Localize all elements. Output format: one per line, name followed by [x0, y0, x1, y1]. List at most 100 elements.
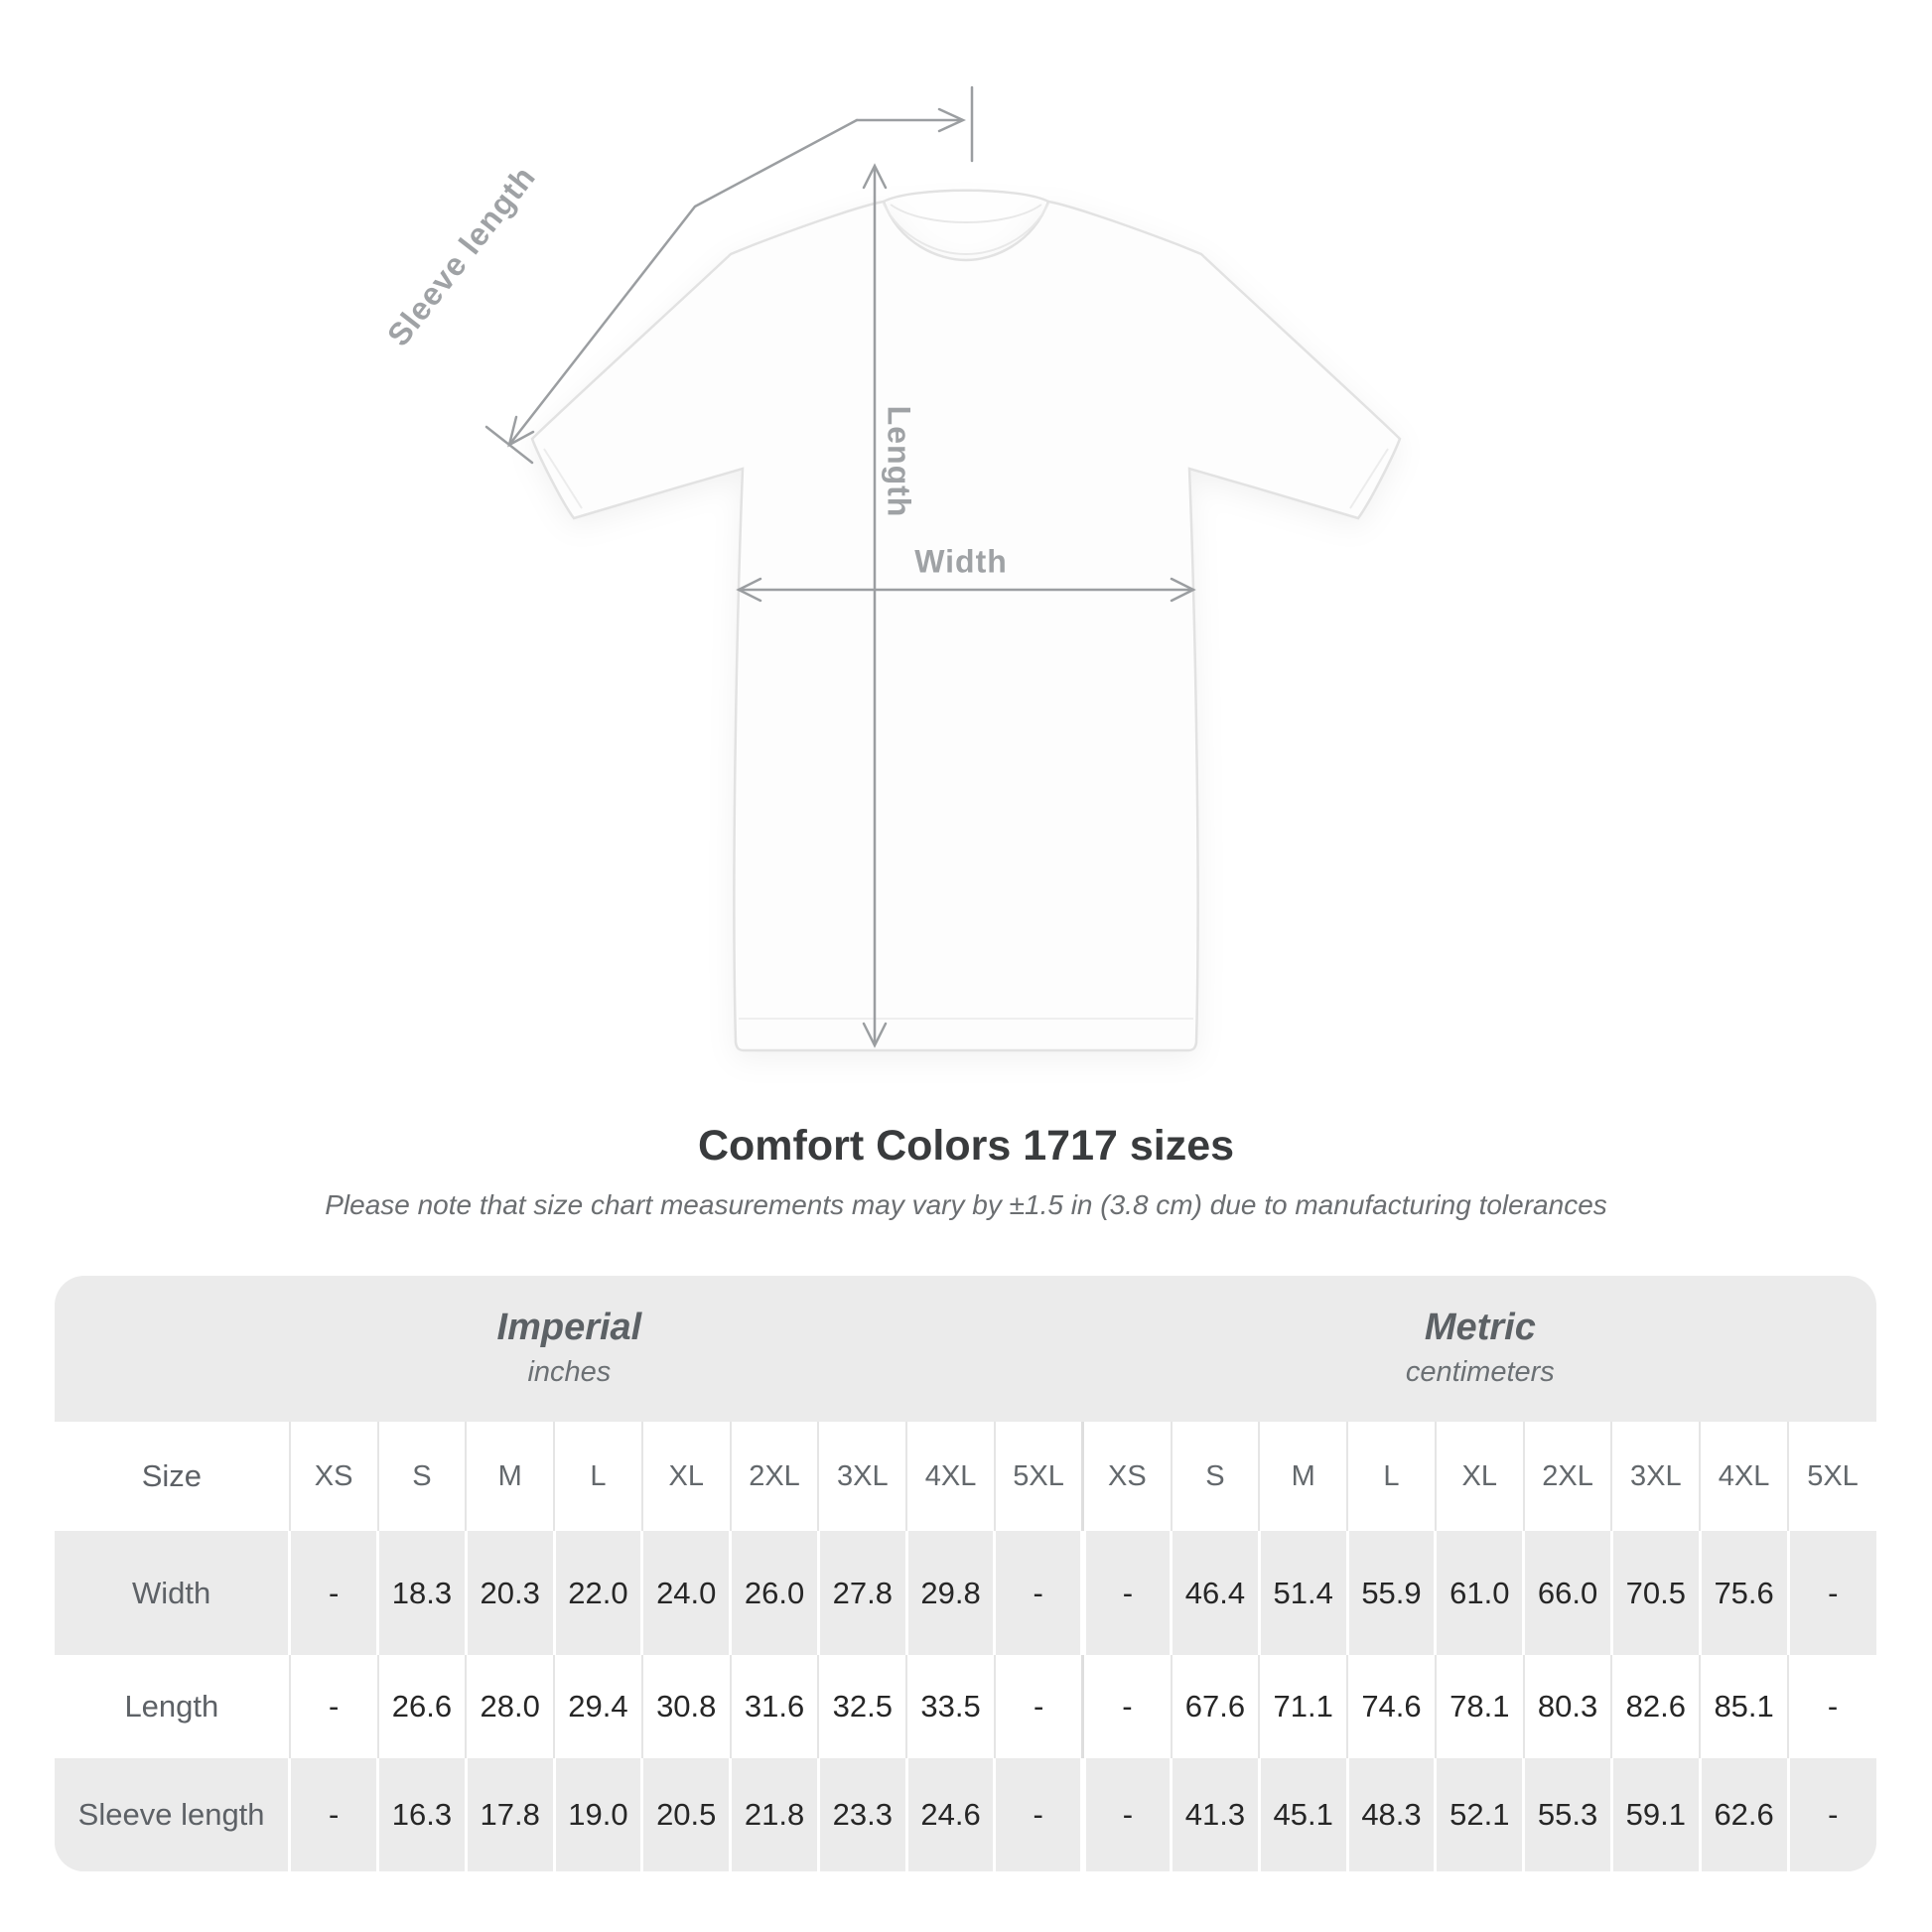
value-cell: - [993, 1655, 1083, 1758]
metric-sublabel: centimeters [1405, 1355, 1555, 1388]
value-cell: 70.5 [1609, 1531, 1701, 1655]
value-cell: - [993, 1531, 1083, 1655]
collar-back-seam [890, 204, 1042, 223]
size-col-header-imperial-2XL: 2XL [729, 1422, 819, 1531]
size-table: Size XS S M L XL 2XL 3XL 4XL 5XL XS S M L XL 2XL 3XL 4XL 5… [55, 1422, 1876, 1871]
size-col-header-imperial-S: S [376, 1422, 467, 1531]
row-label-cell: Length [124, 1689, 219, 1724]
value-cell: 45.1 [1257, 1758, 1348, 1871]
size-col-header-imperial-L: L [553, 1422, 642, 1531]
value-cell: 29.8 [904, 1531, 995, 1655]
size-col-header-metric-2XL: 2XL [1522, 1422, 1612, 1531]
imperial-sublabel: inches [527, 1355, 612, 1388]
size-table-body: Width -18.3 20.3 22.0 24.0 26.0 27.8 29.8- -46.4… [55, 1531, 1876, 1871]
metric-label: Metric [1424, 1307, 1536, 1349]
value-cell: 48.3 [1345, 1758, 1436, 1871]
value-cell: 16.3 [376, 1758, 467, 1871]
value-cell: 22.0 [552, 1531, 642, 1655]
width-arrow [736, 577, 1196, 603]
value-cell: - [1787, 1655, 1876, 1758]
value-cell: 24.0 [640, 1531, 731, 1655]
size-col-header-imperial-4XL: 4XL [905, 1422, 995, 1531]
size-col-header-imperial-M: M [465, 1422, 555, 1531]
size-col-header-metric-4XL: 4XL [1699, 1422, 1788, 1531]
size-col-header-metric-L: L [1346, 1422, 1436, 1531]
value-cell: - [1786, 1758, 1876, 1871]
value-cell: 23.3 [816, 1758, 907, 1871]
collar-rib-seam [883, 203, 1049, 256]
tolerance-note: Please note that size chart measurements… [325, 1189, 1607, 1220]
value-cell: 62.6 [1698, 1758, 1788, 1871]
value-cell: 24.6 [904, 1758, 995, 1871]
value-cell: - [1786, 1531, 1876, 1655]
value-cell: 32.5 [817, 1655, 907, 1758]
length-label: Length [881, 405, 917, 518]
value-cell: 28.0 [465, 1655, 555, 1758]
size-header-row: Size XS S M L XL 2XL 3XL 4XL 5XL XS S M L XL 2XL 3XL 4XL 5… [55, 1422, 1876, 1531]
size-col-header-imperial-XL: XL [640, 1422, 731, 1531]
row-label-cell: Width [131, 1575, 211, 1610]
value-cell: 67.6 [1170, 1655, 1260, 1758]
row-label-cell: Sleeve length [77, 1797, 265, 1832]
size-col-header-metric-M: M [1258, 1422, 1348, 1531]
left-sleeve-seam [543, 448, 583, 509]
value-cell: 17.8 [464, 1758, 555, 1871]
measurement-row: Width -18.3 20.3 22.0 24.0 26.0 27.8 29.8- -46.4… [55, 1531, 1876, 1655]
size-table-card: Imperial inches Metric centimeters Size X… [55, 1276, 1876, 1871]
value-cell: - [288, 1758, 378, 1871]
value-cell: - [1079, 1758, 1172, 1871]
measurement-row: Sleeve length -16.3 17.8 19.0 20.5 21.8 23.3 24… [55, 1758, 1876, 1871]
size-col-header-metric-3XL: 3XL [1610, 1422, 1701, 1531]
value-cell: 71.1 [1258, 1655, 1348, 1758]
value-cell: 55.9 [1345, 1531, 1436, 1655]
page-title: Comfort Colors 1717 sizes [697, 1122, 1235, 1170]
value-cell: 31.6 [729, 1655, 819, 1758]
t-shirt-illustration [484, 85, 1402, 1052]
value-cell: - [288, 1655, 378, 1758]
metric-unit-group: Metric centimeters [1084, 1276, 1876, 1422]
value-cell: 19.0 [552, 1758, 642, 1871]
value-cell: 66.0 [1522, 1531, 1612, 1655]
collar-outline [883, 189, 1049, 204]
value-cell: 85.1 [1699, 1655, 1788, 1758]
t-shirt-shape [530, 189, 1402, 1052]
value-cell: - [1081, 1655, 1172, 1758]
size-col-header-metric-S: S [1170, 1422, 1260, 1531]
value-cell: 41.3 [1170, 1758, 1260, 1871]
value-cell: 33.5 [905, 1655, 995, 1758]
value-cell: 74.6 [1346, 1655, 1436, 1758]
value-cell: 46.4 [1170, 1531, 1260, 1655]
value-cell: 20.5 [640, 1758, 731, 1871]
value-cell: 27.8 [816, 1531, 907, 1655]
value-cell: 75.6 [1698, 1531, 1788, 1655]
value-cell: 18.3 [376, 1531, 467, 1655]
value-cell: 52.1 [1434, 1758, 1524, 1871]
value-cell: 59.1 [1609, 1758, 1701, 1871]
imperial-unit-group: Imperial inches [55, 1276, 1084, 1422]
value-cell: - [993, 1758, 1083, 1871]
value-cell: 21.8 [729, 1758, 819, 1871]
measurement-row: Length -26.6 28.0 29.4 30.8 31.6 32.5 33.5- -67.… [55, 1655, 1876, 1758]
t-shirt-diagram: Sleeve length Length Width [380, 85, 1402, 1052]
size-header-cell: Size [141, 1458, 203, 1493]
value-cell: - [288, 1531, 378, 1655]
value-cell: 30.8 [640, 1655, 731, 1758]
size-col-header-imperial-3XL: 3XL [817, 1422, 907, 1531]
value-cell: 61.0 [1434, 1531, 1524, 1655]
value-cell: 78.1 [1434, 1655, 1524, 1758]
size-col-header-imperial-5XL: 5XL [993, 1422, 1083, 1531]
value-cell: 29.4 [553, 1655, 642, 1758]
value-cell: 26.6 [376, 1655, 467, 1758]
value-cell: 55.3 [1522, 1758, 1612, 1871]
right-sleeve-seam [1349, 448, 1389, 509]
sleeve-length-arrow [484, 85, 974, 465]
size-col-header-metric-5XL: 5XL [1787, 1422, 1876, 1531]
size-col-header-metric-XL: XL [1434, 1422, 1524, 1531]
imperial-label: Imperial [496, 1307, 642, 1349]
value-cell: 51.4 [1257, 1531, 1348, 1655]
unit-band: Imperial inches Metric centimeters [55, 1276, 1876, 1422]
size-col-header-metric-XS: XS [1081, 1422, 1172, 1531]
value-cell: 26.0 [729, 1531, 819, 1655]
value-cell: 80.3 [1522, 1655, 1612, 1758]
